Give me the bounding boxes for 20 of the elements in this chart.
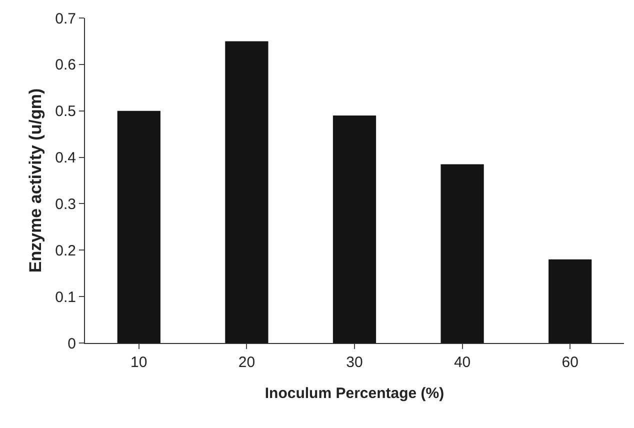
x-axis-title: Inoculum Percentage (%) — [264, 385, 444, 402]
y-tick-label: 0 — [68, 335, 76, 352]
x-tick-label: 20 — [238, 354, 256, 371]
y-tick-label: 0.2 — [55, 242, 76, 260]
y-axis-title: Enzyme activity (u/gm) — [26, 88, 45, 273]
bar — [332, 116, 376, 343]
y-tick-label: 0.5 — [55, 103, 76, 120]
x-tick-label: 30 — [346, 354, 363, 371]
y-tick-label: 0.4 — [55, 150, 76, 167]
bar — [225, 41, 268, 343]
y-tick-label: 0.1 — [55, 288, 76, 306]
x-tick-label: 10 — [130, 354, 148, 371]
x-tick-label: 60 — [562, 354, 578, 371]
bar — [117, 110, 160, 343]
bar — [548, 259, 592, 343]
x-tick-label: 40 — [454, 354, 471, 371]
bar — [440, 164, 484, 343]
y-tick-label: 0.7 — [55, 10, 76, 28]
y-tick-label: 0.3 — [55, 196, 76, 213]
y-tick-label: 0.6 — [55, 56, 76, 74]
